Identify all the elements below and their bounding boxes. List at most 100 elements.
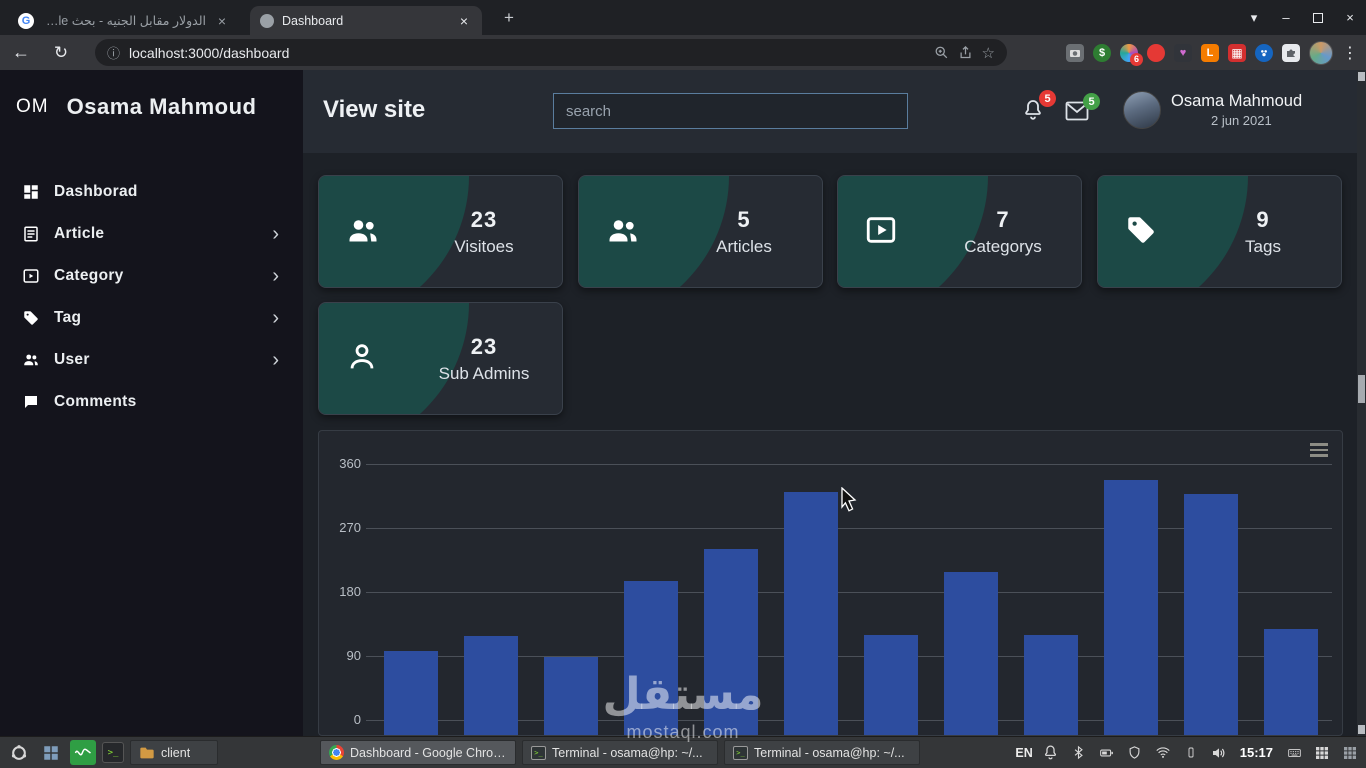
card-text: 23 Visitoes	[414, 207, 554, 257]
camera-extension-icon[interactable]	[1066, 43, 1084, 62]
category-icon	[22, 267, 40, 285]
window-minimize-button[interactable]: –	[1282, 10, 1290, 25]
sidebar-item-article[interactable]: Article ›	[12, 213, 293, 255]
tab-google-search[interactable]: G الدولار مقابل الجنيه - بحث Google ×	[8, 6, 240, 35]
sidebar-item-user[interactable]: User ›	[12, 339, 293, 381]
sidebar-item-label: Comments	[54, 393, 137, 410]
chart-bar	[1104, 479, 1158, 735]
notifications-button[interactable]: 5	[1021, 90, 1056, 124]
bookmark-star-icon[interactable]: ☆	[981, 44, 995, 62]
users-icon	[345, 213, 381, 249]
tablet-icon[interactable]	[1181, 743, 1201, 763]
sidebar-item-label: Dashborad	[54, 183, 138, 200]
language-indicator[interactable]: EN	[1015, 745, 1033, 760]
video-box-icon	[864, 213, 900, 249]
tray-bell-icon[interactable]	[1041, 743, 1061, 763]
site-info-icon[interactable]: ⓘ	[107, 46, 121, 61]
window-restore-button[interactable]	[1302, 0, 1334, 35]
stat-label: Sub Admins	[438, 363, 530, 383]
mail-icon	[1065, 101, 1089, 121]
messages-button[interactable]: 5	[1065, 93, 1100, 127]
sidebar-item-comments[interactable]: Comments	[12, 381, 293, 423]
restore-icon	[1313, 12, 1323, 23]
window-close-button[interactable]: ×	[1346, 10, 1354, 25]
chart-bar	[384, 651, 438, 735]
sidebar-item-dashboard[interactable]: Dashborad	[12, 171, 293, 213]
tag-icon	[1124, 213, 1160, 249]
search-input[interactable]	[553, 93, 908, 129]
new-tab-button[interactable]: +	[504, 8, 514, 27]
share-icon[interactable]	[958, 45, 973, 60]
scrollbar-thumb[interactable]	[1358, 375, 1365, 403]
address-bar[interactable]: ⓘ localhost:3000/dashboard ☆	[95, 39, 1007, 66]
bluetooth-icon[interactable]	[1069, 743, 1089, 763]
user-avatar[interactable]	[1123, 91, 1161, 129]
terminal-launcher-icon[interactable]: >_	[102, 742, 124, 763]
page-header: View site 5 5 Osama Mahmoud 2 jun 2021	[303, 70, 1366, 153]
back-button[interactable]: ←	[12, 42, 30, 62]
flower-extension-icon[interactable]: 6	[1120, 43, 1143, 66]
tab-dashboard[interactable]: Dashboard ×	[250, 6, 482, 35]
chart-bar	[464, 636, 518, 735]
bar-chart-plot: 0 90 180 270 360	[319, 431, 1342, 735]
workspaces-icon[interactable]	[38, 740, 64, 765]
chart-gridline	[366, 720, 1332, 721]
files-window-button[interactable]: client	[130, 740, 218, 765]
sidebar-item-tag[interactable]: Tag ›	[12, 297, 293, 339]
paw-extension-icon[interactable]	[1255, 43, 1273, 62]
tab-close-icon[interactable]: ×	[459, 12, 469, 29]
stat-card-articles: 5 Articles	[578, 175, 823, 288]
app-grid-icon-2[interactable]	[1340, 743, 1360, 763]
folder-icon	[140, 747, 154, 758]
chart-ytick-label: 360	[339, 456, 361, 471]
chevron-right-icon: ›	[272, 306, 279, 329]
system-monitor-icon[interactable]	[70, 740, 96, 765]
stat-card-visitors: 23 Visitoes	[318, 175, 563, 288]
extensions-puzzle-icon[interactable]	[1282, 43, 1300, 62]
chart-bar	[1184, 493, 1238, 735]
dollar-extension-icon[interactable]: $	[1093, 43, 1111, 62]
view-site-link[interactable]: View site	[323, 96, 426, 123]
reload-button[interactable]: ↻	[53, 42, 69, 62]
extensions-area: $ 6 ♥ L ▦ ⋮	[1066, 35, 1358, 70]
card-text: 23 Sub Admins	[414, 334, 554, 384]
tab-title: Dashboard	[282, 13, 344, 28]
chevron-right-icon: ›	[272, 222, 279, 245]
taskbar-window-chrome[interactable]: Dashboard - Google Chrome	[320, 740, 516, 765]
user-date: 2 jun 2021	[1211, 113, 1272, 128]
stat-label: Categorys	[964, 236, 1042, 256]
ubuntu-menu-icon[interactable]	[6, 740, 32, 765]
taskbar-window-terminal-2[interactable]: >_ Terminal - osama@hp: ~/...	[724, 740, 920, 765]
scroll-down-arrow[interactable]	[1358, 725, 1365, 734]
red-circle-extension-icon[interactable]	[1147, 43, 1165, 62]
wifi-icon[interactable]	[1153, 743, 1173, 763]
grid-extension-icon[interactable]: ▦	[1228, 43, 1246, 62]
zoom-icon[interactable]	[934, 45, 949, 60]
browser-profile-avatar[interactable]	[1309, 40, 1333, 65]
globe-favicon-icon	[260, 13, 274, 28]
taskbar-window-terminal-1[interactable]: >_ Terminal - osama@hp: ~/...	[522, 740, 718, 765]
shield-icon[interactable]	[1125, 743, 1145, 763]
scroll-up-arrow[interactable]	[1358, 72, 1365, 81]
battery-icon[interactable]	[1097, 743, 1117, 763]
sidebar-item-category[interactable]: Category ›	[12, 255, 293, 297]
stat-value: 23	[470, 206, 498, 232]
keyboard-icon[interactable]	[1284, 743, 1304, 763]
app-grid-icon[interactable]	[1312, 743, 1332, 763]
url-text[interactable]: localhost:3000/dashboard	[129, 44, 290, 61]
chart-menu-icon[interactable]	[1310, 440, 1328, 460]
tab-close-icon[interactable]: ×	[217, 12, 227, 29]
page-scrollbar[interactable]	[1357, 70, 1366, 736]
browser-menu-icon[interactable]: ⋮	[1342, 44, 1358, 62]
bell-icon	[1025, 100, 1041, 120]
lighthouse-extension-icon[interactable]: L	[1201, 43, 1219, 62]
volume-icon[interactable]	[1209, 743, 1229, 763]
user-name: Osama Mahmoud	[1171, 92, 1303, 110]
logo-monogram: OM	[16, 96, 49, 117]
clock[interactable]: 15:17	[1239, 745, 1273, 760]
stat-value: 5	[737, 206, 751, 232]
sidebar-title: Osama Mahmoud	[66, 94, 257, 119]
chart-gridline	[366, 656, 1332, 657]
heart-extension-icon[interactable]: ♥	[1174, 43, 1192, 62]
browser-dropdown-chevron-icon[interactable]: ▾	[1250, 9, 1258, 25]
